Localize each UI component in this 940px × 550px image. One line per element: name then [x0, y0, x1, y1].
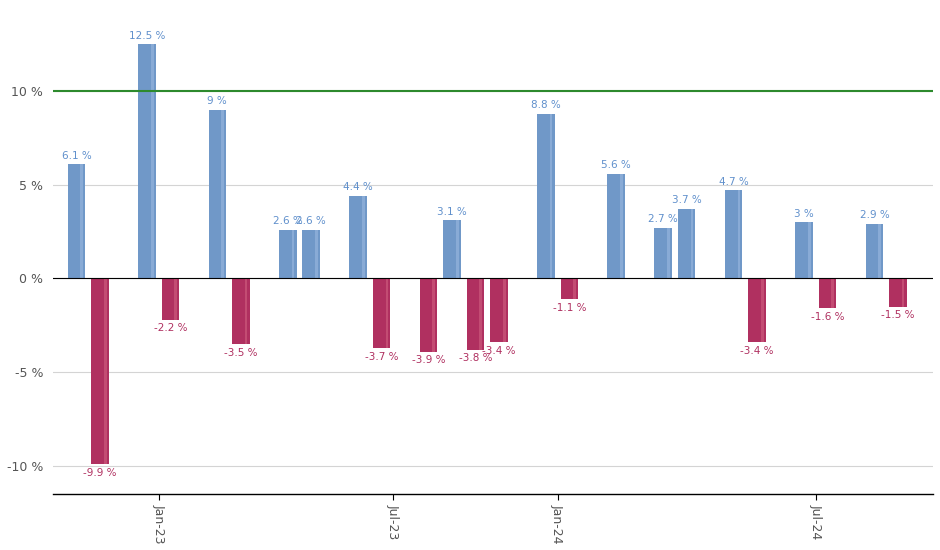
Text: -3.9 %: -3.9 % — [412, 355, 446, 365]
Text: -3.7 %: -3.7 % — [365, 351, 399, 361]
Bar — [91, 278, 109, 464]
Bar — [831, 278, 834, 309]
Bar — [889, 278, 907, 306]
Bar — [667, 228, 670, 278]
Bar — [209, 110, 227, 278]
Bar — [691, 209, 694, 278]
Bar — [748, 278, 766, 342]
Bar — [654, 228, 672, 278]
Bar — [362, 196, 365, 278]
Bar — [537, 114, 555, 278]
Text: -1.1 %: -1.1 % — [553, 303, 586, 313]
Bar — [432, 278, 435, 351]
Text: 12.5 %: 12.5 % — [129, 31, 165, 41]
Bar — [232, 278, 250, 344]
Bar — [350, 196, 367, 278]
Bar — [221, 110, 224, 278]
Bar — [150, 45, 153, 278]
Bar — [291, 230, 294, 278]
Text: -2.2 %: -2.2 % — [153, 323, 187, 333]
Bar — [795, 222, 813, 278]
Text: -3.4 %: -3.4 % — [482, 346, 516, 356]
Bar — [279, 230, 296, 278]
Bar — [162, 278, 180, 320]
Bar — [761, 278, 763, 342]
Text: 4.7 %: 4.7 % — [719, 177, 748, 186]
Text: -3.5 %: -3.5 % — [224, 348, 258, 358]
Bar — [373, 278, 390, 348]
Bar — [901, 278, 904, 306]
Bar — [138, 45, 156, 278]
Bar — [303, 230, 320, 278]
Bar — [466, 278, 484, 350]
Text: 2.7 %: 2.7 % — [649, 214, 678, 224]
Bar — [490, 278, 508, 342]
Bar — [550, 114, 553, 278]
Bar — [385, 278, 388, 348]
Text: -3.8 %: -3.8 % — [459, 354, 493, 364]
Bar — [68, 164, 86, 278]
Text: 9 %: 9 % — [208, 96, 227, 106]
Bar — [573, 278, 576, 299]
Text: 5.6 %: 5.6 % — [602, 160, 631, 170]
Bar — [808, 222, 810, 278]
Bar — [678, 209, 696, 278]
Bar — [174, 278, 177, 320]
Text: 4.4 %: 4.4 % — [343, 183, 373, 192]
Text: 3.1 %: 3.1 % — [437, 207, 467, 217]
Text: 6.1 %: 6.1 % — [62, 151, 91, 161]
Bar — [866, 224, 884, 278]
Text: 2.6 %: 2.6 % — [273, 216, 303, 226]
Bar — [443, 221, 461, 278]
Text: 8.8 %: 8.8 % — [531, 100, 561, 110]
Bar — [503, 278, 506, 342]
Bar — [244, 278, 247, 344]
Bar — [560, 278, 578, 299]
Bar — [738, 190, 740, 278]
Bar — [620, 174, 623, 278]
Bar — [479, 278, 482, 350]
Text: -1.5 %: -1.5 % — [881, 310, 915, 320]
Bar — [607, 174, 625, 278]
Bar — [81, 164, 83, 278]
Bar — [878, 224, 881, 278]
Text: -1.6 %: -1.6 % — [810, 312, 844, 322]
Bar — [315, 230, 318, 278]
Text: 2.6 %: 2.6 % — [296, 216, 326, 226]
Bar — [456, 221, 459, 278]
Bar — [725, 190, 743, 278]
Text: -9.9 %: -9.9 % — [84, 468, 117, 477]
Text: 2.9 %: 2.9 % — [859, 211, 889, 221]
Text: 3 %: 3 % — [794, 208, 814, 218]
Bar — [104, 278, 106, 464]
Bar — [420, 278, 437, 351]
Bar — [819, 278, 837, 309]
Text: -3.4 %: -3.4 % — [741, 346, 774, 356]
Text: 3.7 %: 3.7 % — [672, 195, 701, 206]
